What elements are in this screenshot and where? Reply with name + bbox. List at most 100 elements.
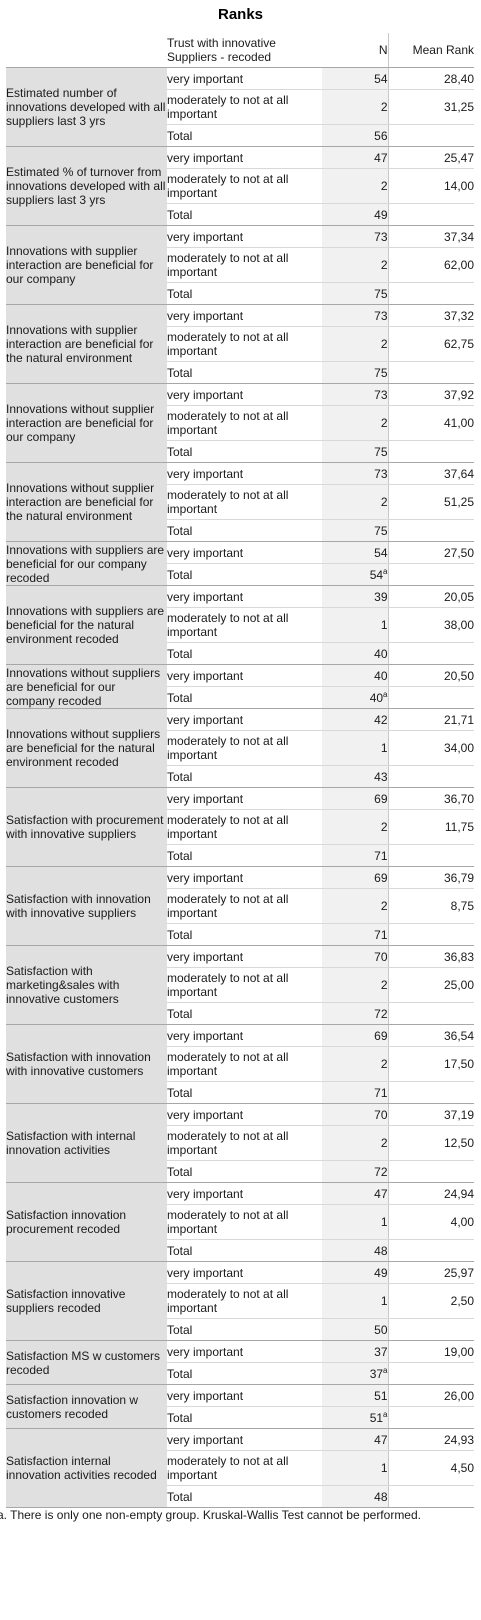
header-group: Trust with innovative Suppliers - recode… (167, 33, 322, 68)
n-cell: 69 (322, 1025, 388, 1047)
n-cell: 37 (322, 1341, 388, 1363)
footnote-marker: a (383, 1366, 387, 1375)
n-cell: 70 (322, 1104, 388, 1126)
table-row: Innovations with suppliers are beneficia… (6, 542, 474, 564)
n-cell: 73 (322, 463, 388, 485)
group-label: Total (167, 125, 322, 147)
group-label: Total (167, 564, 322, 586)
group-label: very important (167, 1429, 322, 1451)
group-label: moderately to not at all important (167, 968, 322, 1003)
group-label: moderately to not at all important (167, 169, 322, 204)
n-value: 56 (374, 129, 387, 143)
n-cell: 56 (322, 125, 388, 147)
mean-rank-value: 37,34 (388, 226, 474, 248)
group-label: very important (167, 1104, 322, 1126)
mean-rank-value: 14,00 (388, 169, 474, 204)
n-value: 47 (374, 151, 387, 165)
n-cell: 72 (322, 1161, 388, 1183)
footnote: a. There is only one non-empty group. Kr… (6, 1508, 474, 1523)
mean-rank-value: 28,40 (388, 68, 474, 90)
variable-label: Satisfaction innovation w customers reco… (6, 1385, 167, 1429)
variable-label: Innovations without suppliers are benefi… (6, 709, 167, 788)
n-cell: 70 (322, 946, 388, 968)
group-label: very important (167, 1183, 322, 1205)
n-cell: 71 (322, 1082, 388, 1104)
mean-rank-value: 20,50 (388, 665, 474, 687)
variable-label: Innovations with suppliers are beneficia… (6, 542, 167, 586)
mean-rank-value: 4,50 (388, 1451, 474, 1486)
n-value: 40 (374, 669, 387, 683)
mean-rank-value (388, 520, 474, 542)
n-cell: 73 (322, 384, 388, 406)
n-value: 72 (374, 1165, 387, 1179)
n-cell: 2 (322, 1126, 388, 1161)
mean-rank-value (388, 125, 474, 147)
n-value: 49 (374, 1266, 387, 1280)
n-cell: 40 (322, 665, 388, 687)
group-label: very important (167, 1341, 322, 1363)
n-cell: 2 (322, 248, 388, 283)
variable-label: Innovations without suppliers are benefi… (6, 665, 167, 709)
table-row: Estimated number of innovations develope… (6, 68, 474, 90)
mean-rank-value: 36,54 (388, 1025, 474, 1047)
variable-label: Satisfaction internal innovation activit… (6, 1429, 167, 1508)
n-value: 72 (374, 1007, 387, 1021)
variable-label: Innovations without supplier interaction… (6, 463, 167, 542)
n-value: 2 (381, 416, 388, 430)
n-value: 75 (374, 366, 387, 380)
variable-label: Estimated number of innovations develope… (6, 68, 167, 147)
mean-rank-value: 26,00 (388, 1385, 474, 1407)
header-mean-rank: Mean Rank (388, 33, 474, 68)
n-cell: 54a (322, 564, 388, 586)
mean-rank-value (388, 845, 474, 867)
variable-label: Innovations without supplier interaction… (6, 384, 167, 463)
group-label: Total (167, 1082, 322, 1104)
n-cell: 71 (322, 924, 388, 946)
n-value: 37 (370, 1367, 383, 1381)
mean-rank-value: 17,50 (388, 1047, 474, 1082)
n-value: 69 (374, 871, 387, 885)
mean-rank-value (388, 924, 474, 946)
mean-rank-value (388, 1363, 474, 1385)
group-label: Total (167, 845, 322, 867)
variable-label: Satisfaction innovative suppliers recode… (6, 1262, 167, 1341)
group-label: very important (167, 586, 322, 608)
n-value: 2 (381, 899, 388, 913)
mean-rank-value: 11,75 (388, 810, 474, 845)
group-label: very important (167, 867, 322, 889)
n-value: 51 (374, 1389, 387, 1403)
footnote-marker: a (383, 1410, 387, 1419)
table-row: Innovations with supplier interaction ar… (6, 305, 474, 327)
n-cell: 2 (322, 889, 388, 924)
group-label: very important (167, 463, 322, 485)
table-row: Satisfaction internal innovation activit… (6, 1429, 474, 1451)
n-value: 75 (374, 445, 387, 459)
n-cell: 43 (322, 766, 388, 788)
group-label: Total (167, 924, 322, 946)
n-value: 73 (374, 230, 387, 244)
n-value: 2 (381, 100, 388, 114)
n-cell: 2 (322, 406, 388, 441)
group-label: Total (167, 520, 322, 542)
n-cell: 73 (322, 226, 388, 248)
group-label: very important (167, 709, 322, 731)
group-label: moderately to not at all important (167, 889, 322, 924)
group-label: very important (167, 384, 322, 406)
table-row: Innovations with suppliers are beneficia… (6, 586, 474, 608)
mean-rank-value (388, 687, 474, 709)
n-cell: 47 (322, 1183, 388, 1205)
n-cell: 1 (322, 608, 388, 643)
group-label: Total (167, 1407, 322, 1429)
group-label: Total (167, 441, 322, 463)
n-value: 2 (381, 978, 388, 992)
variable-label: Estimated % of turnover from innovations… (6, 147, 167, 226)
n-value: 40 (370, 691, 383, 705)
variable-label: Innovations with supplier interaction ar… (6, 305, 167, 384)
group-label: Total (167, 766, 322, 788)
n-value: 70 (374, 950, 387, 964)
n-cell: 37a (322, 1363, 388, 1385)
n-value: 75 (374, 287, 387, 301)
footnote-marker: a (383, 690, 387, 699)
n-cell: 1 (322, 1284, 388, 1319)
n-cell: 49 (322, 1262, 388, 1284)
